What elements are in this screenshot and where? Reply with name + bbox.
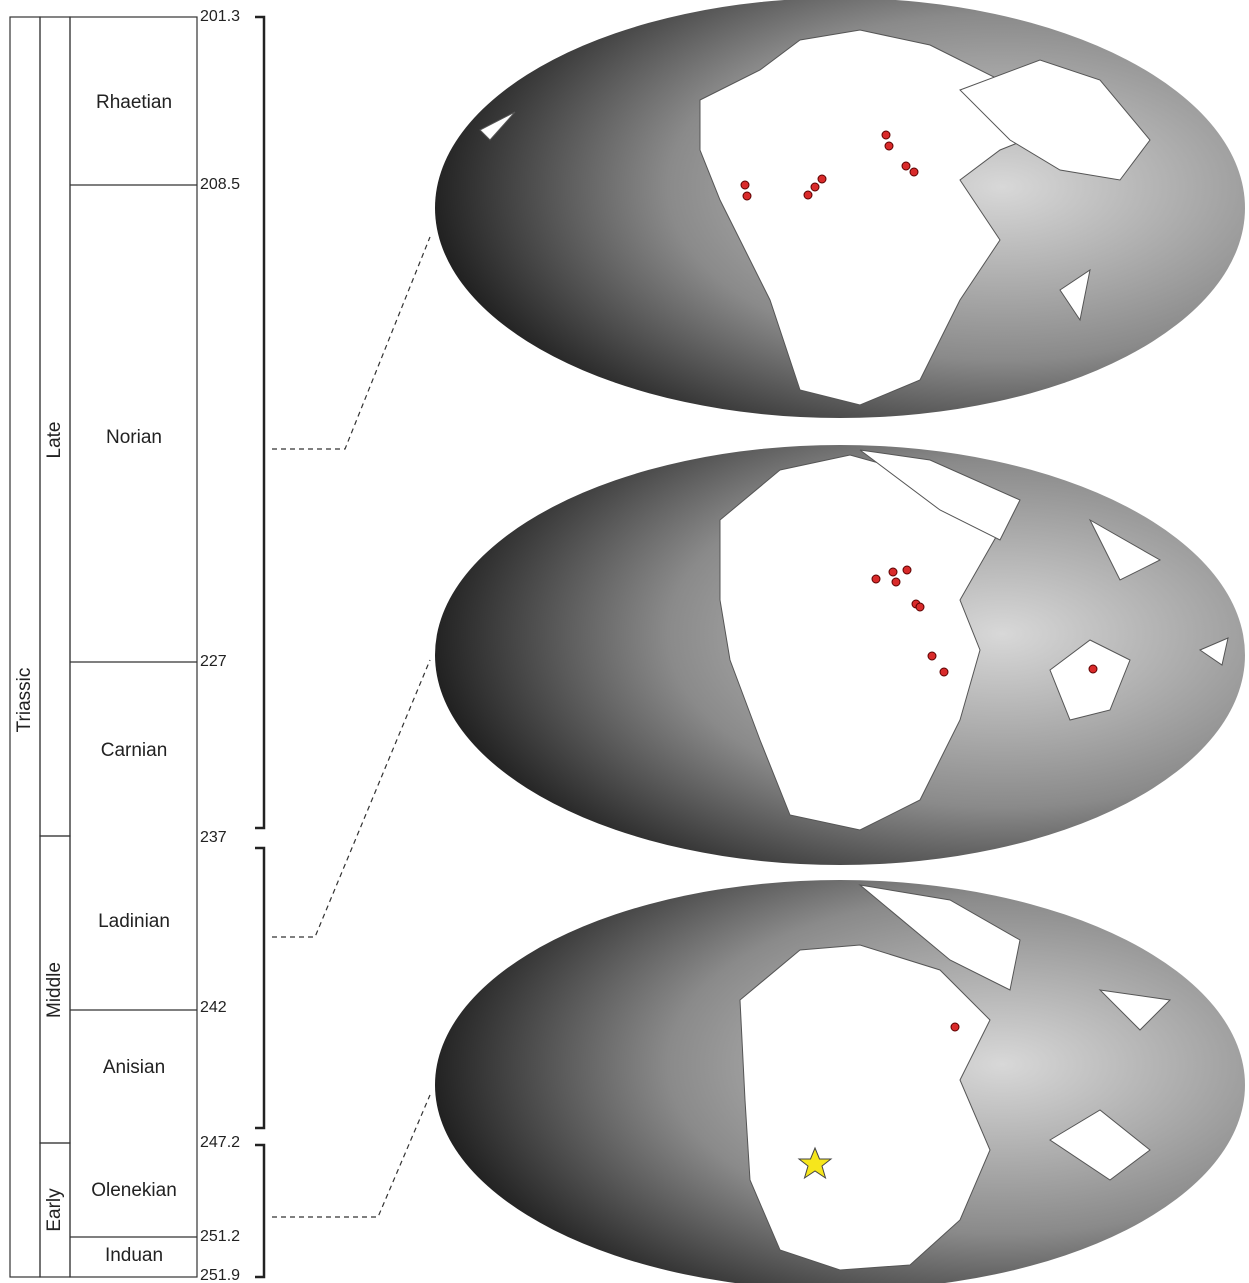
age-label: 247.2 — [200, 1134, 240, 1151]
locality-dots — [951, 1023, 959, 1031]
stage-label: Rhaetian — [96, 92, 172, 113]
age-label: 237 — [200, 829, 227, 846]
time-column: Triassic Late Middle Early Rhaetian Nori… — [10, 8, 240, 1283]
epoch-label: Late — [44, 422, 65, 459]
stage-label: Carnian — [101, 740, 168, 761]
stage-box — [70, 17, 197, 1277]
epoch-label: Early — [44, 1188, 65, 1232]
stage-lines — [70, 185, 197, 1237]
map-middle — [435, 445, 1245, 865]
stage-label: Anisian — [103, 1057, 165, 1078]
age-label: 227 — [200, 653, 227, 670]
age-label: 242 — [200, 999, 227, 1016]
age-label: 208.5 — [200, 176, 240, 193]
stage-label: Ladinian — [98, 911, 170, 932]
figure: Triassic Late Middle Early Rhaetian Nori… — [0, 0, 1249, 1283]
age-label: 251.9 — [200, 1267, 240, 1283]
stage-label: Olenekian — [91, 1180, 177, 1201]
age-label: 251.2 — [200, 1228, 240, 1245]
age-label: 201.3 — [200, 8, 240, 25]
brackets — [255, 17, 430, 1277]
stage-label: Norian — [106, 427, 162, 448]
stage-label: Induan — [105, 1245, 163, 1266]
period-label: Triassic — [14, 668, 35, 733]
epoch-label: Middle — [44, 962, 65, 1018]
map-late — [435, 0, 1245, 418]
map-early — [435, 880, 1245, 1283]
period-box — [10, 17, 40, 1277]
